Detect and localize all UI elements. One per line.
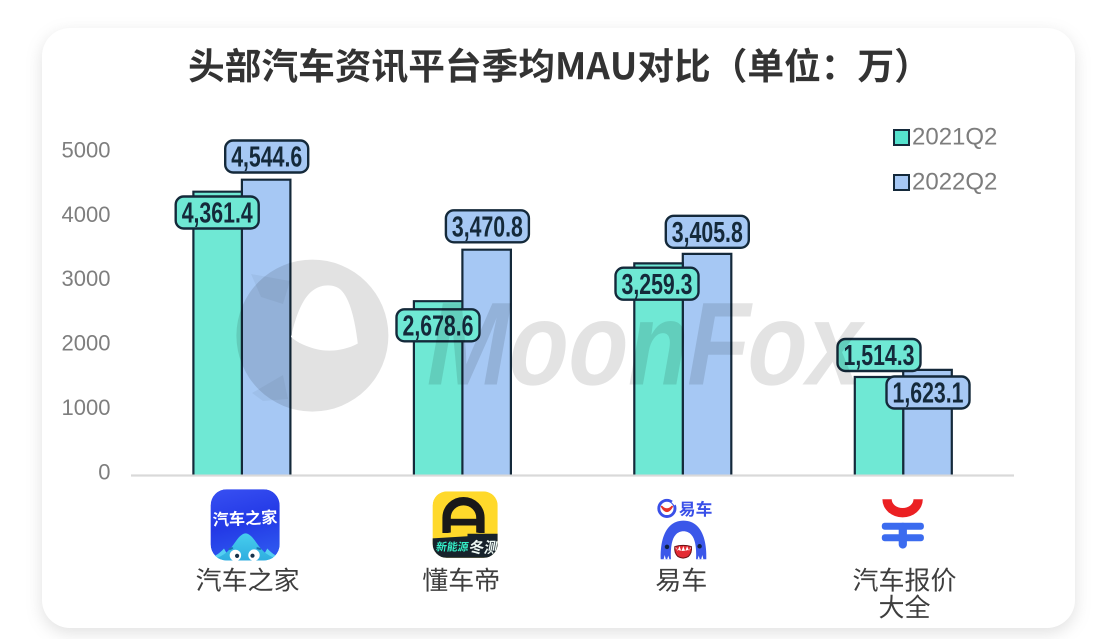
- svg-text:2021Q2: 2021Q2: [912, 123, 997, 150]
- svg-text:2,678.6: 2,678.6: [403, 311, 474, 343]
- svg-text:4,544.6: 4,544.6: [231, 142, 302, 174]
- svg-text:3,470.8: 3,470.8: [452, 212, 523, 244]
- svg-text:MoonFox: MoonFox: [417, 279, 874, 411]
- svg-text:3,259.3: 3,259.3: [622, 269, 693, 301]
- svg-text:2022Q2: 2022Q2: [912, 168, 997, 195]
- svg-text:2000: 2000: [62, 331, 111, 356]
- svg-text:1,514.3: 1,514.3: [844, 340, 915, 372]
- svg-text:4000: 4000: [62, 202, 111, 227]
- svg-text:3000: 3000: [62, 266, 111, 291]
- svg-text:3,405.8: 3,405.8: [672, 217, 743, 249]
- svg-text:4,361.4: 4,361.4: [182, 198, 253, 230]
- svg-text:1,623.1: 1,623.1: [893, 378, 964, 410]
- svg-text:5000: 5000: [62, 137, 111, 162]
- svg-text:1000: 1000: [62, 395, 111, 420]
- svg-text:0: 0: [98, 459, 110, 484]
